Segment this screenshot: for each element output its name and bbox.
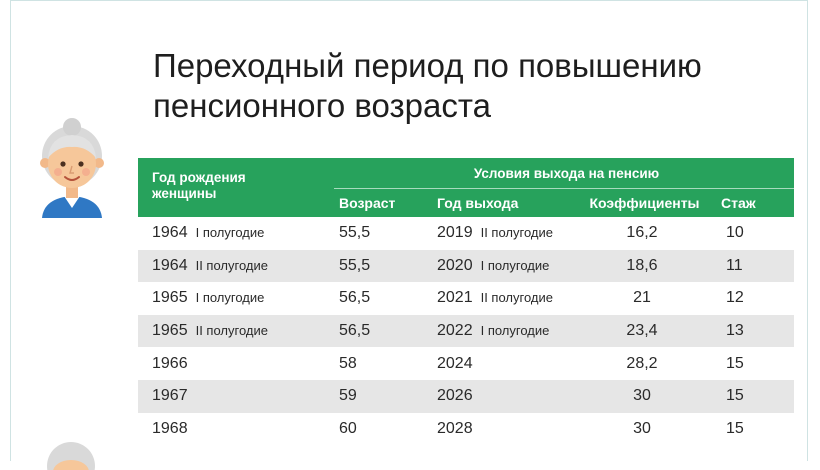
slide-title: Переходный период по повышению пенсионно… [153, 46, 793, 126]
cell-stazh: 13 [716, 314, 795, 348]
table-row: 1964 I полугодие 55,5 2019 II полугодие 16… [138, 217, 794, 250]
column-header-birth-year: Год рождения женщины [138, 158, 334, 217]
column-header-exit-year: Год выхода [432, 188, 568, 217]
grandmother-avatar-icon [40, 118, 104, 218]
cell-exit-year: 2019 II полугодие [437, 224, 553, 242]
cell-stazh: 11 [716, 249, 795, 283]
cell-birth-year: 1964 II полугодие [138, 249, 334, 283]
column-header-stazh: Стаж [716, 188, 795, 217]
cell-birth-year: 1964 I полугодие [152, 224, 265, 242]
cell-birth-year: 1965 I полугодие [152, 289, 265, 307]
cell-exit-year: 2024 [437, 354, 473, 372]
cell-age: 56,5 [339, 289, 371, 307]
column-header-coefficients: Коэффициенты [568, 188, 716, 217]
table-row: 1965 I полугодие 56,5 2021 II полугодие 21… [138, 282, 794, 315]
cell-exit-year: 2026 [432, 379, 568, 413]
cell-stazh: 10 [726, 224, 744, 242]
group-header-retirement-conditions: Условия выхода на пенсию [334, 158, 795, 189]
cell-stazh: 15 [716, 379, 795, 413]
cell-age: 55,5 [339, 224, 371, 242]
retirement-transition-table: Год рождения женщины Условия выхода на п… [138, 158, 795, 446]
table-row: 1967 59 2026 30 15 [138, 379, 795, 413]
title-line-1: Переходный период по повышению [153, 47, 702, 84]
table-row: 1968 60 2028 30 15 [138, 413, 794, 446]
cell-stazh: 12 [726, 289, 744, 307]
cell-age: 58 [339, 354, 357, 372]
column-header-age: Возраст [334, 188, 432, 217]
cell-exit-year: 2020 I полугодие [432, 249, 568, 283]
grandmother-avatar-icon-partial [47, 442, 95, 470]
cell-exit-year: 2028 [437, 419, 473, 437]
cell-birth-year: 1965 II полугодие [138, 314, 334, 348]
cell-birth-year: 1968 [152, 419, 188, 437]
cell-coefficient: 30 [633, 419, 651, 437]
cell-birth-year: 1966 [152, 354, 188, 372]
cell-coefficient: 23,4 [568, 314, 716, 348]
cell-birth-year: 1967 [138, 379, 334, 413]
cell-age: 60 [339, 419, 357, 437]
cell-age: 59 [334, 379, 432, 413]
cell-stazh: 15 [726, 354, 744, 372]
birth-year-header-line2: женщины [152, 186, 217, 201]
table-row: 1965 II полугодие 56,5 2022 I полугодие 23… [138, 314, 795, 348]
cell-coefficient: 21 [633, 289, 651, 307]
birth-year-header-line1: Год рождения [152, 170, 246, 185]
cell-coefficient: 30 [568, 379, 716, 413]
cell-coefficient: 18,6 [568, 249, 716, 283]
title-line-2: пенсионного возраста [153, 87, 491, 124]
cell-age: 56,5 [334, 314, 432, 348]
cell-coefficient: 28,2 [626, 354, 658, 372]
cell-coefficient: 16,2 [626, 224, 658, 242]
cell-stazh: 15 [726, 419, 744, 437]
cell-age: 55,5 [334, 249, 432, 283]
cell-exit-year: 2022 I полугодие [432, 314, 568, 348]
table-row: 1966 58 2024 28,2 15 [138, 347, 794, 380]
table-row: 1964 II полугодие 55,5 2020 I полугодие 18… [138, 249, 795, 283]
cell-exit-year: 2021 II полугодие [437, 289, 553, 307]
